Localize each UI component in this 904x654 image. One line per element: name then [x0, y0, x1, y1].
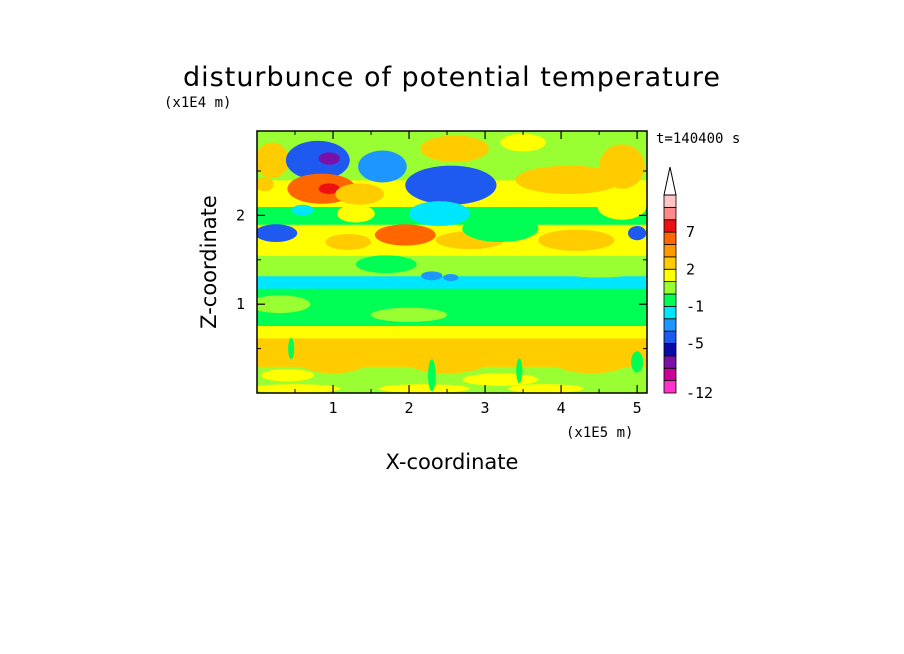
contour-field — [257, 131, 647, 393]
contour-region — [405, 165, 497, 205]
contour-region — [516, 358, 523, 384]
colorbar-swatch — [663, 355, 677, 369]
colorbar-swatch — [663, 219, 677, 233]
x-tick-label: 4 — [557, 399, 566, 417]
contour-region — [627, 226, 647, 241]
contour-region — [462, 215, 539, 243]
colorbar-tick-label: -1 — [686, 297, 704, 315]
contour-region — [553, 259, 645, 278]
y-axis-label: Z-coordinate — [197, 195, 221, 329]
contour-region — [291, 204, 314, 216]
colorbar-tick-label: -5 — [686, 335, 704, 353]
y-tick-label: 1 — [236, 295, 245, 313]
contour-region — [409, 201, 470, 227]
contour-region — [257, 177, 274, 192]
colorbar-extend-arrow — [663, 166, 677, 196]
contour-region — [597, 193, 647, 220]
colorbar-swatch — [663, 194, 677, 208]
contour-region — [500, 133, 546, 152]
colorbar-tick-label: -12 — [686, 384, 713, 402]
x-tick-label: 5 — [633, 399, 642, 417]
colorbar-swatch — [663, 256, 677, 270]
contour-region — [428, 359, 436, 392]
contour-region — [421, 271, 443, 281]
colorbar-swatch — [663, 380, 677, 394]
contour-region — [257, 295, 311, 314]
colorbar-swatch — [663, 367, 677, 382]
contour-region — [538, 229, 615, 251]
contour-region — [401, 341, 493, 374]
contour-band — [257, 288, 647, 310]
plot-frame — [256, 130, 648, 394]
x-axis-ticks: 1 2 3 4 5 — [294, 131, 642, 417]
contour-region — [285, 140, 350, 180]
x-tick-label: 1 — [329, 399, 338, 417]
contour-region — [336, 204, 375, 223]
colorbar-swatch — [663, 206, 677, 221]
colorbar-swatch — [663, 343, 677, 357]
contour-region — [318, 152, 340, 165]
colorbar-swatch — [663, 318, 677, 332]
contour-region — [355, 255, 417, 274]
contour-region — [462, 373, 539, 386]
colorbar-swatch — [663, 231, 677, 245]
contour-region — [378, 384, 470, 393]
colorbar: -12-5-127 — [663, 166, 713, 402]
contour-region — [325, 234, 372, 251]
contour-band — [257, 255, 647, 277]
contour-region — [507, 384, 584, 393]
contour-region — [335, 183, 384, 205]
colorbar-swatch — [663, 268, 677, 283]
colorbar-swatch — [663, 305, 677, 320]
contour-region — [371, 307, 448, 322]
contour-band — [257, 325, 647, 339]
x-tick-label: 3 — [481, 399, 490, 417]
colorbar-swatch — [663, 244, 677, 258]
contour-region — [288, 337, 295, 360]
x-tick-label: 2 — [405, 399, 414, 417]
colorbar-tick-label: 7 — [686, 223, 695, 241]
contour-region — [515, 165, 622, 195]
contour-region — [420, 135, 489, 163]
contour-region — [443, 273, 459, 282]
time-label: t=140400 s — [656, 131, 740, 147]
contour-region — [257, 384, 341, 393]
x-axis-unit: (x1E5 m) — [566, 425, 633, 441]
colorbar-tick-label: 2 — [686, 260, 695, 278]
contour-region — [257, 142, 289, 179]
contour-band — [257, 275, 647, 289]
colorbar-swatch — [663, 330, 677, 344]
y-tick-label: 2 — [236, 206, 245, 224]
contour-region — [257, 224, 298, 243]
x-axis-label: X-coordinate — [386, 450, 519, 474]
contour-band — [257, 308, 647, 327]
y-axis-unit: (x1E4 m) — [164, 95, 231, 111]
contour-region — [549, 341, 634, 374]
chart-title: disturbunce of potential temperature — [183, 62, 721, 93]
contour-region — [318, 183, 340, 195]
contour-region — [374, 224, 436, 246]
contour-region — [631, 351, 644, 373]
contour-region — [358, 150, 407, 183]
colorbar-swatch — [663, 281, 677, 295]
contour-region — [295, 341, 372, 374]
contour-region — [599, 144, 645, 189]
colorbar-swatch — [663, 293, 677, 307]
y-axis-ticks: 12 — [236, 170, 647, 350]
contour-region — [260, 369, 315, 382]
